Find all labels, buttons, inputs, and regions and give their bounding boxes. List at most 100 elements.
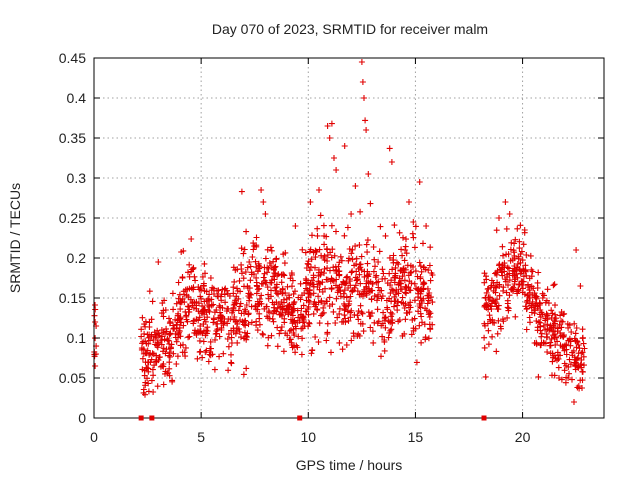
data-point <box>326 294 333 301</box>
data-point <box>365 273 372 280</box>
data-point <box>499 243 506 250</box>
data-point <box>274 324 281 331</box>
data-point <box>188 236 195 242</box>
data-point <box>525 281 531 288</box>
data-point <box>219 304 226 311</box>
data-point <box>324 123 331 129</box>
data-point <box>308 264 314 270</box>
data-point <box>370 339 377 346</box>
data-point <box>304 260 311 267</box>
data-point <box>315 278 322 285</box>
data-point <box>299 246 306 253</box>
data-point <box>271 301 278 308</box>
data-point <box>200 282 207 289</box>
x-axis-label: GPS time / hours <box>296 457 403 473</box>
data-point <box>541 292 547 299</box>
data-point <box>247 277 254 284</box>
data-point <box>326 135 333 141</box>
data-point <box>279 289 286 296</box>
data-point <box>309 232 315 239</box>
chart-title: Day 070 of 2023, SRMTID for receiver mal… <box>212 21 488 37</box>
data-point <box>256 310 263 317</box>
data-point <box>388 313 395 320</box>
data-point <box>336 339 343 346</box>
axis-ticks: 0 0.05 0.1 0.15 0.2 0.25 0.3 0.35 0.4 0.45 0 5 10 15 2… <box>59 50 604 445</box>
data-point <box>399 252 406 259</box>
data-point <box>247 263 254 270</box>
data-point <box>406 287 413 294</box>
data-point <box>268 293 274 300</box>
data-point <box>191 329 198 336</box>
data-point <box>162 350 169 357</box>
data-point <box>217 314 224 321</box>
data-point <box>179 275 186 281</box>
data-point <box>356 242 363 248</box>
data-point <box>275 291 282 298</box>
data-point <box>517 222 524 229</box>
data-point <box>395 290 402 297</box>
data-point <box>216 333 223 340</box>
data-point <box>493 284 500 291</box>
data-point <box>151 329 158 336</box>
data-point <box>236 303 243 310</box>
data-point <box>344 224 351 231</box>
data-point <box>579 385 585 391</box>
data-point <box>531 307 538 314</box>
data-point <box>197 323 204 329</box>
data-point <box>334 314 341 321</box>
data-point <box>414 286 421 293</box>
data-point <box>572 330 579 337</box>
y-tick-label: 0.4 <box>67 90 87 106</box>
data-point <box>270 310 277 317</box>
data-point <box>543 334 550 341</box>
data-point <box>549 350 556 357</box>
data-point <box>527 319 533 326</box>
data-point <box>264 342 271 349</box>
data-point <box>188 285 195 292</box>
y-tick-label: 0.35 <box>59 130 86 146</box>
data-point <box>429 321 436 328</box>
data-point <box>231 301 238 308</box>
data-point <box>493 227 500 234</box>
data-point <box>142 323 149 330</box>
data-point <box>354 288 361 295</box>
data-point <box>300 302 307 309</box>
data-point <box>159 300 166 307</box>
data-point <box>379 333 386 340</box>
data-point <box>180 322 187 329</box>
data-point <box>167 353 173 360</box>
data-point <box>267 244 274 251</box>
data-point <box>364 272 371 279</box>
data-point <box>554 357 560 364</box>
data-point <box>577 283 584 289</box>
data-point <box>192 277 199 284</box>
data-point <box>397 286 404 293</box>
data-point <box>343 274 350 281</box>
data-point <box>328 285 335 291</box>
x-tick-label: 0 <box>90 429 98 445</box>
data-point <box>326 303 333 309</box>
data-point <box>522 303 529 310</box>
data-point <box>145 388 152 395</box>
data-point <box>487 284 494 291</box>
data-point <box>511 252 518 259</box>
data-point <box>403 236 409 243</box>
data-point <box>173 325 180 332</box>
data-point <box>176 291 183 298</box>
data-point <box>180 247 187 254</box>
data-point <box>561 367 568 374</box>
x-tick-label: 5 <box>197 429 205 445</box>
data-point <box>166 365 173 372</box>
data-point <box>357 264 364 271</box>
data-point <box>146 288 153 295</box>
data-point <box>333 228 339 235</box>
data-point <box>268 287 274 294</box>
data-point <box>555 364 562 371</box>
data-point <box>315 293 322 300</box>
data-point <box>152 333 159 340</box>
data-point <box>306 267 313 274</box>
data-point <box>317 212 324 219</box>
data-point <box>248 319 255 326</box>
data-point <box>374 306 381 313</box>
data-point <box>360 328 367 335</box>
